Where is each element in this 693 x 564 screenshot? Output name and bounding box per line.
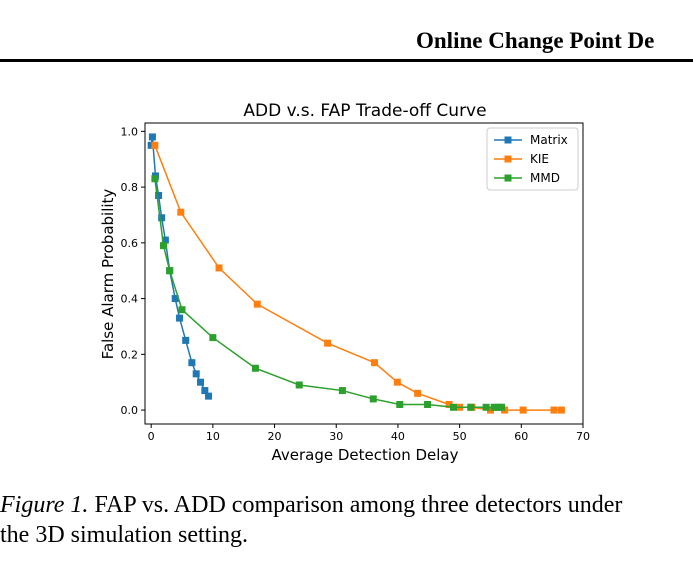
data-point bbox=[155, 191, 163, 199]
data-point bbox=[166, 267, 174, 275]
data-point bbox=[486, 406, 494, 414]
data-point bbox=[177, 208, 185, 216]
x-tick-label: 30 bbox=[329, 430, 343, 443]
chart-title: ADD v.s. FAP Trade-off Curve bbox=[243, 101, 486, 121]
legend-label: MMD bbox=[530, 171, 560, 185]
series-matrix bbox=[147, 133, 213, 400]
data-point bbox=[209, 334, 217, 342]
data-point bbox=[205, 392, 213, 400]
tradeoff-chart: ADD v.s. FAP Trade-off Curve 0 10 20 30 40 50… bbox=[99, 101, 590, 464]
y-tick-label: 0.6 bbox=[121, 237, 139, 250]
legend-marker bbox=[504, 136, 512, 144]
data-point bbox=[519, 406, 527, 414]
x-tick-label: 0 bbox=[148, 430, 155, 443]
x-tick-label: 10 bbox=[206, 430, 220, 443]
data-point bbox=[557, 406, 565, 414]
series-line bbox=[150, 136, 210, 397]
legend-label: Matrix bbox=[530, 133, 568, 147]
data-point bbox=[498, 403, 506, 411]
data-point bbox=[171, 295, 179, 303]
plot-area: 0 10 20 30 40 50 60 70 0.0 0.2 0.4 0.6 0.8 1.0 bbox=[121, 122, 590, 443]
data-point bbox=[393, 378, 401, 386]
caption-text-1: FAP vs. ADD comparison among three detec… bbox=[94, 492, 623, 518]
data-point bbox=[550, 406, 558, 414]
data-point bbox=[449, 403, 457, 411]
data-point bbox=[467, 403, 475, 411]
data-point bbox=[182, 336, 190, 344]
data-point bbox=[148, 133, 156, 141]
data-point bbox=[160, 242, 168, 250]
legend: Matrix KIE MMD bbox=[486, 127, 579, 191]
legend-marker bbox=[504, 155, 512, 163]
data-point bbox=[490, 403, 498, 411]
x-tick-label: 40 bbox=[391, 430, 405, 443]
data-point bbox=[251, 364, 259, 372]
data-point bbox=[324, 339, 332, 347]
legend-marker bbox=[504, 174, 512, 182]
data-point bbox=[151, 175, 159, 183]
axes-frame bbox=[144, 122, 584, 425]
data-point bbox=[253, 300, 261, 308]
running-title: Online Change Point De bbox=[416, 28, 655, 53]
data-point bbox=[414, 389, 422, 397]
data-point bbox=[482, 403, 490, 411]
data-point bbox=[188, 359, 196, 367]
data-point bbox=[197, 378, 205, 386]
header-rule bbox=[0, 59, 693, 62]
data-point bbox=[192, 370, 200, 378]
data-point bbox=[338, 387, 346, 395]
data-point bbox=[151, 141, 159, 149]
y-tick-label: 1.0 bbox=[121, 125, 139, 138]
data-point bbox=[161, 236, 169, 244]
y-tick-label: 0.8 bbox=[121, 181, 139, 194]
data-point bbox=[445, 400, 453, 408]
data-point bbox=[176, 314, 184, 322]
y-tick-label: 0.4 bbox=[121, 293, 139, 306]
x-tick-label: 60 bbox=[514, 430, 528, 443]
legend-label: KIE bbox=[530, 152, 549, 166]
data-point bbox=[295, 381, 303, 389]
y-axis-label: False Alarm Probability bbox=[99, 189, 117, 360]
series-mmd bbox=[151, 175, 506, 411]
data-point bbox=[396, 400, 404, 408]
data-point bbox=[215, 264, 223, 272]
figure-caption: Figure 1. FAP vs. ADD comparison among t… bbox=[0, 490, 693, 550]
x-tick-label: 20 bbox=[268, 430, 282, 443]
y-tick-label: 0.0 bbox=[121, 404, 139, 417]
x-tick-label: 50 bbox=[453, 430, 467, 443]
series-kie bbox=[151, 141, 565, 414]
x-axis-label: Average Detection Delay bbox=[271, 446, 458, 464]
data-point bbox=[158, 214, 166, 222]
data-point bbox=[178, 306, 186, 314]
caption-line-1: Figure 1. FAP vs. ADD comparison among t… bbox=[0, 490, 693, 520]
series-line bbox=[154, 178, 502, 409]
caption-label: Figure 1. bbox=[0, 492, 89, 518]
data-point bbox=[147, 141, 155, 149]
data-point bbox=[370, 359, 378, 367]
data-point bbox=[201, 387, 209, 395]
data-point bbox=[424, 400, 432, 408]
x-tick-label: 70 bbox=[576, 430, 590, 443]
data-point bbox=[369, 395, 377, 403]
series-line bbox=[154, 145, 562, 411]
y-tick-label: 0.2 bbox=[121, 348, 139, 361]
caption-line-2: the 3D simulation setting. bbox=[0, 522, 248, 548]
